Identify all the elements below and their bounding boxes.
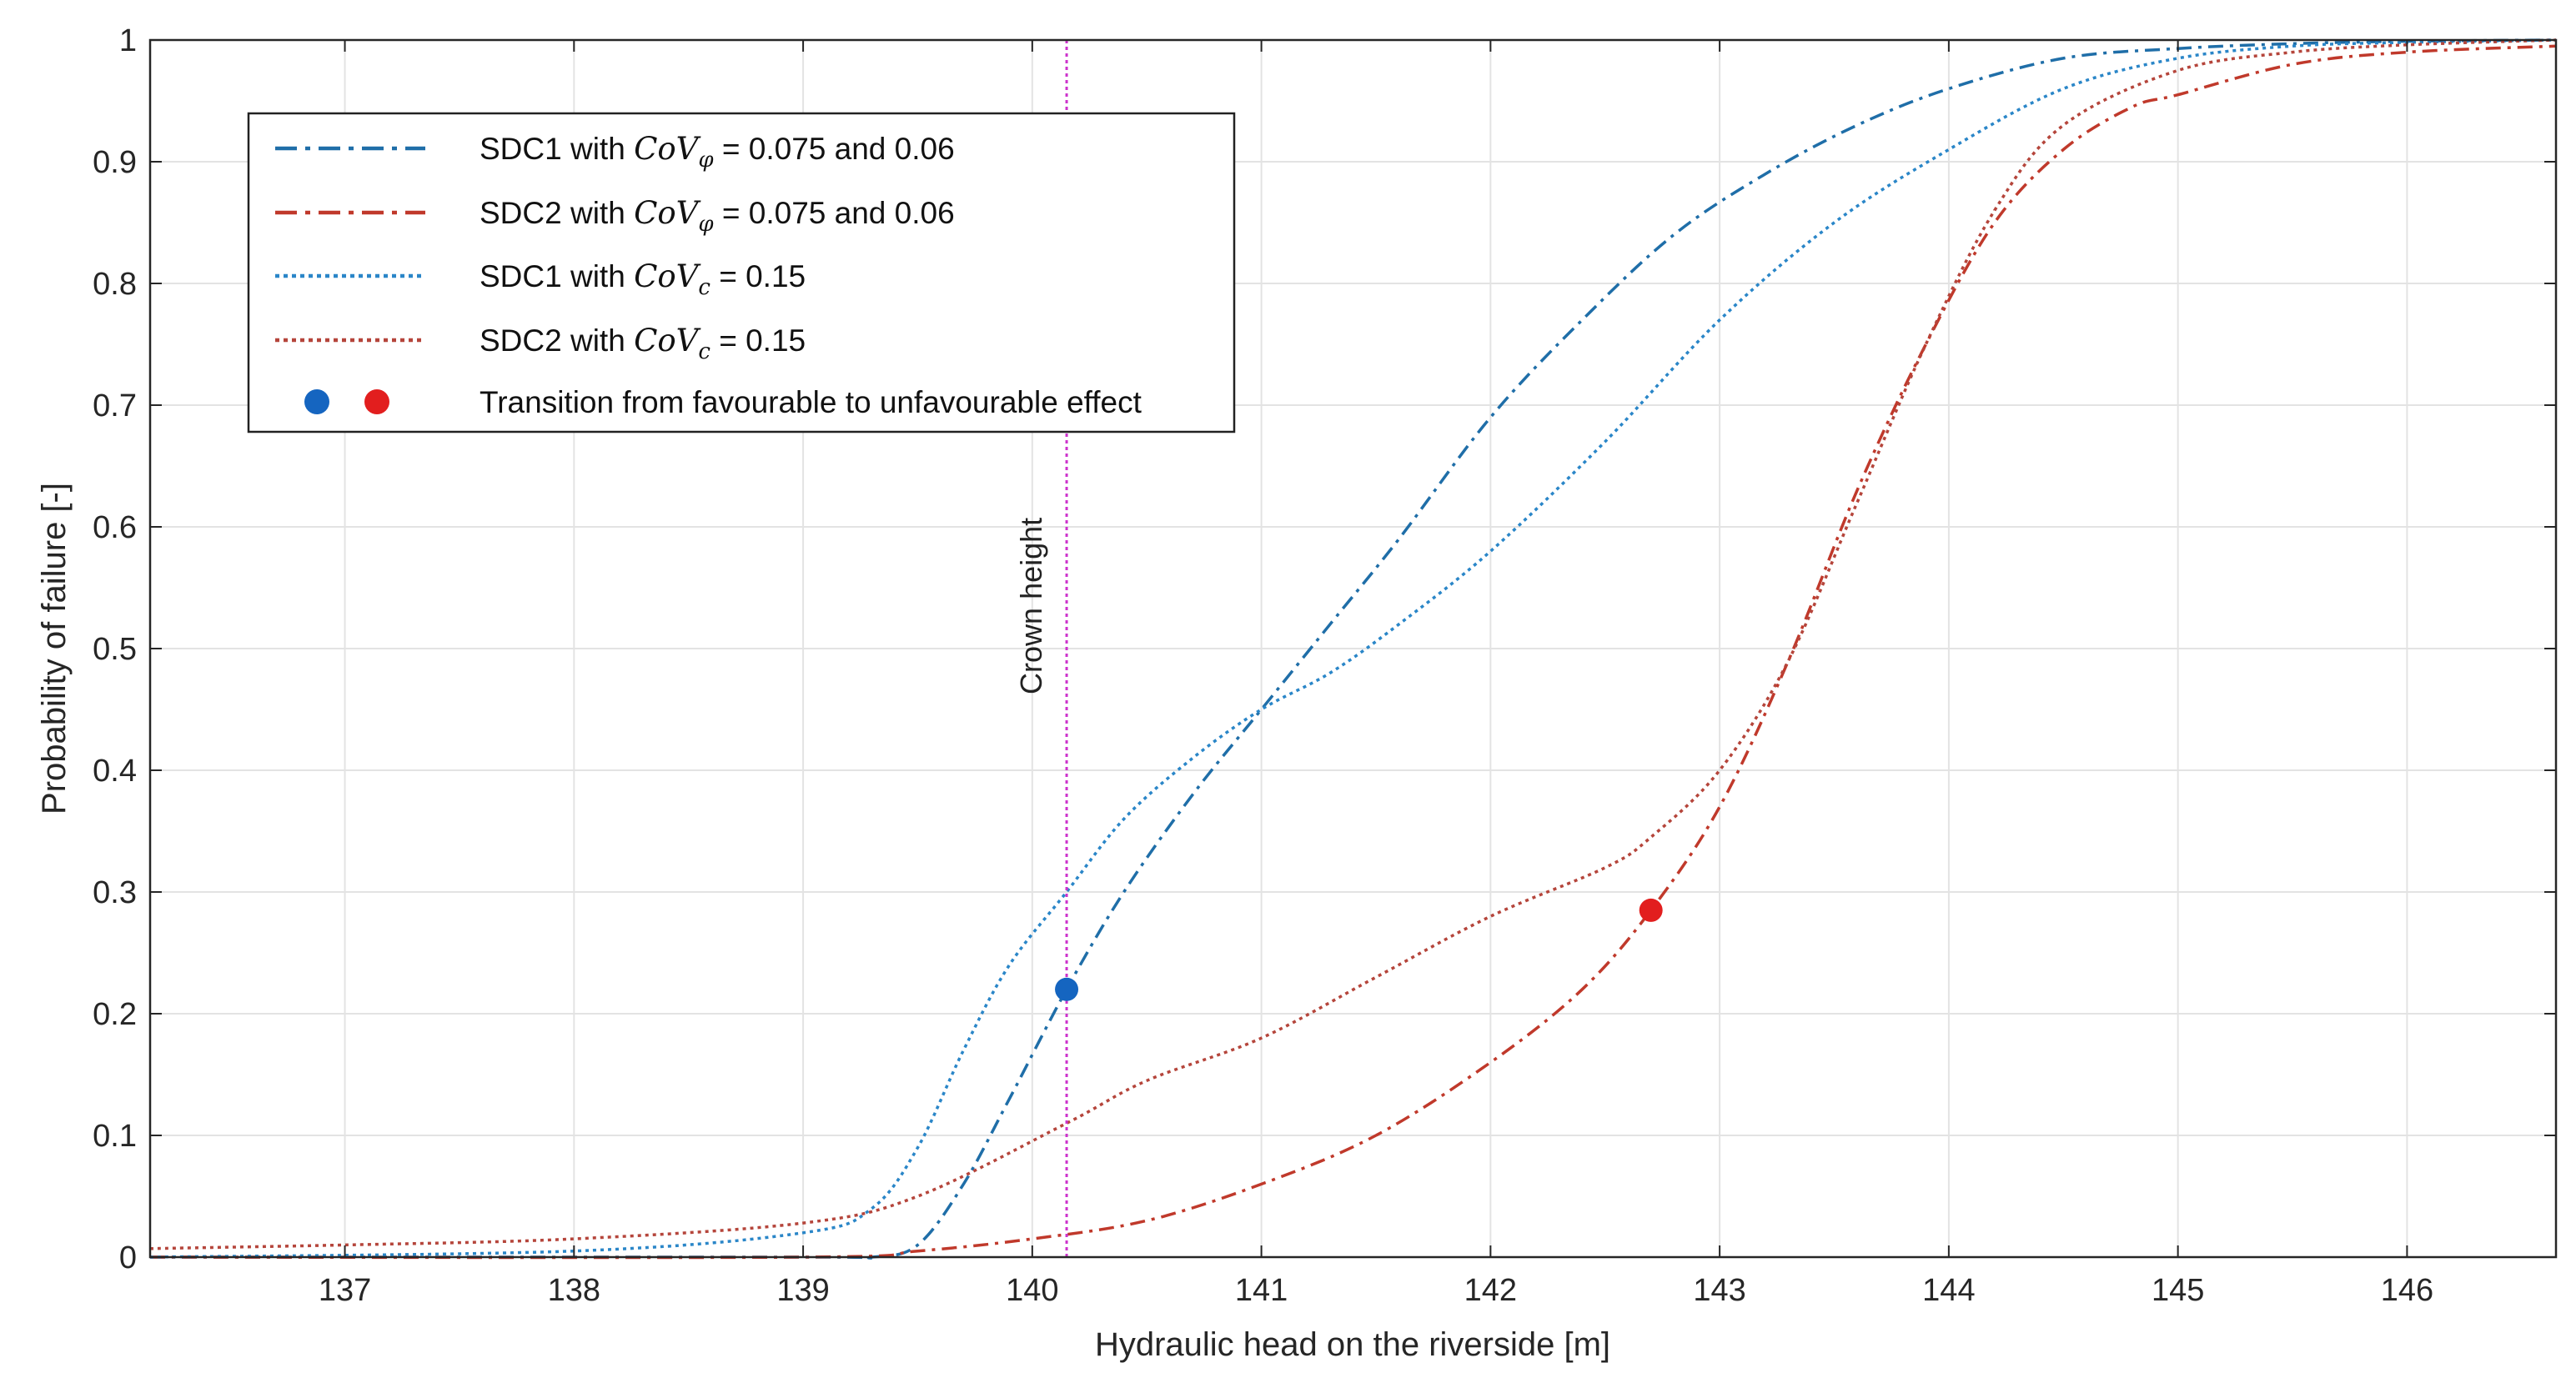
y-tick-label: 0.6 xyxy=(93,510,137,545)
legend: SDC1 with CoVφ = 0.075 and 0.06 SDC2 with… xyxy=(247,112,1236,433)
legend-items: SDC1 with CoVφ = 0.075 and 0.06 SDC2 with… xyxy=(275,131,1142,419)
y-tick-label: 0.5 xyxy=(93,632,137,667)
curves xyxy=(149,38,2557,1260)
x-tick-label: 139 xyxy=(776,1273,829,1308)
series-line-1 xyxy=(150,38,2557,1260)
legend-label-1: SDC1 with CoVφ = 0.075 and 0.06 xyxy=(480,131,955,173)
transition-markers xyxy=(1055,898,1663,1001)
x-tick-label: 142 xyxy=(1464,1273,1517,1308)
x-tick-label: 146 xyxy=(2381,1273,2433,1308)
series-line-4 xyxy=(149,38,2557,1250)
x-tick-label: 137 xyxy=(319,1273,371,1308)
y-tick-label: 0 xyxy=(119,1240,137,1275)
x-tick-label: 144 xyxy=(1922,1273,1975,1308)
transition-marker-2 xyxy=(1639,898,1663,922)
crown-height-label: Crown height xyxy=(1014,518,1048,694)
x-tick-label: 140 xyxy=(1006,1273,1058,1308)
y-tick-label: 0.7 xyxy=(93,388,137,423)
y-tick-label: 0.2 xyxy=(93,997,137,1032)
y-tick-label: 0.8 xyxy=(93,267,137,302)
axis-ticks: 137 138 139 140 141 142 143 144 145 146 0 0.1 0.2 0.3… xyxy=(93,23,2556,1308)
legend-label-markers: Transition from favourable to unfavourab… xyxy=(480,385,1142,419)
y-tick-label: 0.1 xyxy=(93,1119,137,1154)
x-tick-label: 143 xyxy=(1693,1273,1745,1308)
legend-label-3: SDC1 with CoVc = 0.15 xyxy=(480,258,806,300)
y-tick-label: 1 xyxy=(119,23,137,58)
legend-box xyxy=(247,112,1236,433)
x-tick-label: 145 xyxy=(2152,1273,2204,1308)
x-tick-label: 141 xyxy=(1235,1273,1288,1308)
series-line-3 xyxy=(149,38,2557,1259)
transition-marker-1 xyxy=(1055,977,1079,1001)
x-tick-label: 138 xyxy=(548,1273,600,1308)
series-line-2 xyxy=(149,44,2557,1260)
legend-marker-blue xyxy=(304,389,329,414)
legend-marker-red xyxy=(364,389,389,414)
y-axis-label: Probability of failure [-] xyxy=(36,483,73,814)
legend-label-4: SDC2 with CoVc = 0.15 xyxy=(480,323,806,364)
x-axis-label: Hydraulic head on the riverside [m] xyxy=(1095,1326,1610,1363)
y-tick-label: 0.9 xyxy=(93,145,137,180)
y-tick-label: 0.4 xyxy=(93,754,137,789)
y-tick-label: 0.3 xyxy=(93,875,137,910)
legend-label-2: SDC2 with CoVφ = 0.075 and 0.06 xyxy=(480,195,955,237)
